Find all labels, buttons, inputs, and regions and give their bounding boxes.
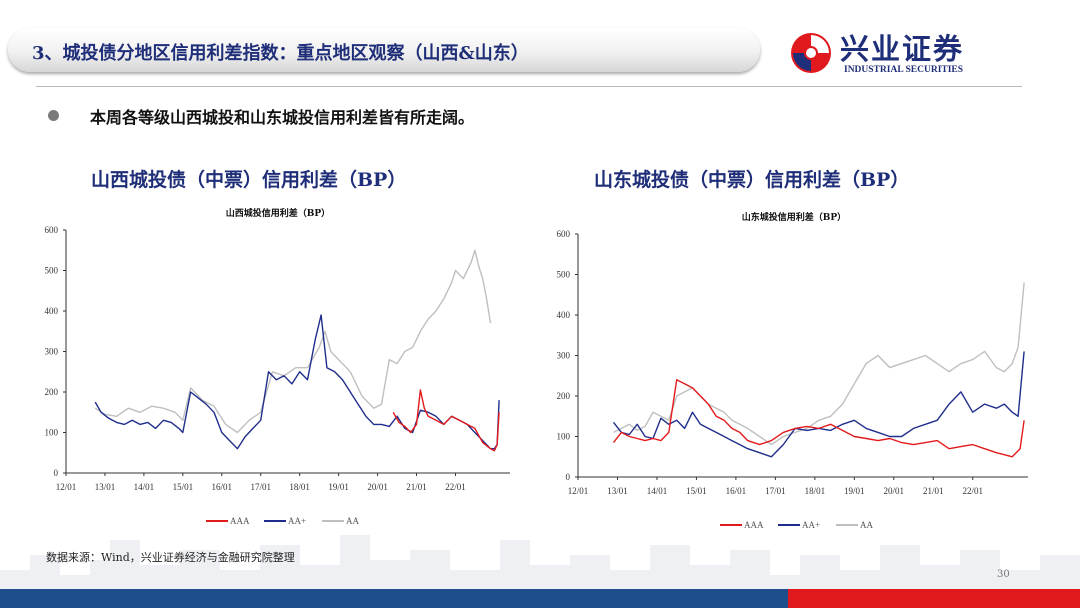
series-line-aaa — [392, 389, 500, 452]
bullet-icon — [48, 110, 59, 121]
x-tick-label: 19/01 — [328, 482, 349, 492]
y-tick-label: 300 — [45, 347, 59, 357]
page-number: 30 — [997, 569, 1010, 580]
y-tick-label: 500 — [45, 266, 59, 276]
x-tick-label: 12/01 — [56, 482, 77, 492]
y-tick-label: 100 — [557, 432, 571, 442]
x-tick-label: 22/01 — [445, 482, 466, 492]
chart-title: 山东城投信用利差（BP） — [742, 211, 846, 223]
series-line-aa — [613, 282, 1025, 446]
y-tick-label: 0 — [54, 468, 59, 478]
legend-label: AA+ — [802, 520, 820, 530]
x-tick-label: 17/01 — [250, 482, 271, 492]
x-tick-label: 22/01 — [962, 486, 983, 496]
y-tick-label: 500 — [557, 270, 571, 280]
series-line-aaplus — [94, 314, 500, 450]
x-tick-label: 19/01 — [844, 486, 865, 496]
y-tick-label: 600 — [557, 229, 571, 239]
left-chart-heading: 山西城投债（中票）信用利差（BP） — [91, 169, 407, 191]
x-tick-label: 18/01 — [289, 482, 310, 492]
y-tick-label: 400 — [45, 306, 59, 316]
x-tick-label: 21/01 — [406, 482, 427, 492]
footer-bar-red — [788, 589, 1080, 608]
shandong-spread-chart: 山东城投信用利差（BP） 0 100 200 300 400 500 600 12/01 13/0… — [557, 211, 1028, 530]
legend-label: AAA — [744, 520, 764, 530]
series-line-aaa — [612, 379, 1025, 458]
y-tick-label: 0 — [566, 472, 571, 482]
logo-english-name: INDUSTRIAL SECURITIES — [844, 65, 964, 75]
series-line-aa — [94, 249, 492, 434]
right-chart-heading: 山东城投债（中票）信用利差（BP） — [594, 169, 910, 191]
series-line-aaplus — [612, 351, 1025, 458]
x-tick-label: 18/01 — [805, 486, 826, 496]
x-tick-label: 16/01 — [726, 486, 747, 496]
header-divider — [36, 86, 1022, 87]
logo-emblem-icon — [791, 33, 831, 73]
chart-title: 山西城投信用利差（BP） — [226, 207, 330, 219]
title-banner: 3、城投债分地区信用利差指数：重点地区观察（山西&山东） — [8, 28, 760, 72]
x-tick-label: 15/01 — [173, 482, 194, 492]
x-tick-label: 14/01 — [647, 486, 668, 496]
y-tick-label: 400 — [557, 310, 571, 320]
logo-chinese-name: 兴业证券 — [840, 32, 965, 66]
x-tick-label: 13/01 — [95, 482, 116, 492]
x-tick-label: 12/01 — [568, 486, 589, 496]
x-tick-label: 20/01 — [367, 482, 388, 492]
legend-label: AA — [860, 520, 873, 530]
summary-text: 本周各等级山西城投和山东城投信用利差皆有所走阔。 — [90, 108, 475, 127]
legend-label: AA — [346, 516, 359, 526]
y-tick-label: 200 — [45, 387, 59, 397]
x-tick-label: 16/01 — [212, 482, 233, 492]
page-title: 3、城投债分地区信用利差指数：重点地区观察（山西&山东） — [32, 43, 529, 64]
x-tick-label: 20/01 — [884, 486, 905, 496]
x-tick-label: 15/01 — [686, 486, 707, 496]
legend-label: AAA — [230, 516, 250, 526]
y-tick-label: 200 — [557, 391, 571, 401]
x-tick-label: 14/01 — [134, 482, 155, 492]
city-skyline-decoration — [0, 535, 1080, 590]
x-tick-label: 21/01 — [923, 486, 944, 496]
y-tick-label: 100 — [45, 428, 59, 438]
y-tick-label: 300 — [557, 351, 571, 361]
x-tick-label: 17/01 — [765, 486, 786, 496]
y-tick-label: 600 — [45, 225, 59, 235]
x-tick-label: 13/01 — [607, 486, 628, 496]
company-logo: 兴业证券 INDUSTRIAL SECURITIES — [788, 28, 998, 78]
footer-bar-blue — [0, 589, 788, 608]
shanxi-spread-chart: 山西城投信用利差（BP） 0 100 200 300 400 500 600 12/01 13/0… — [45, 207, 510, 526]
data-source-note: 数据来源：Wind，兴业证券经济与金融研究院整理 — [46, 551, 295, 564]
legend-label: AA+ — [288, 516, 306, 526]
